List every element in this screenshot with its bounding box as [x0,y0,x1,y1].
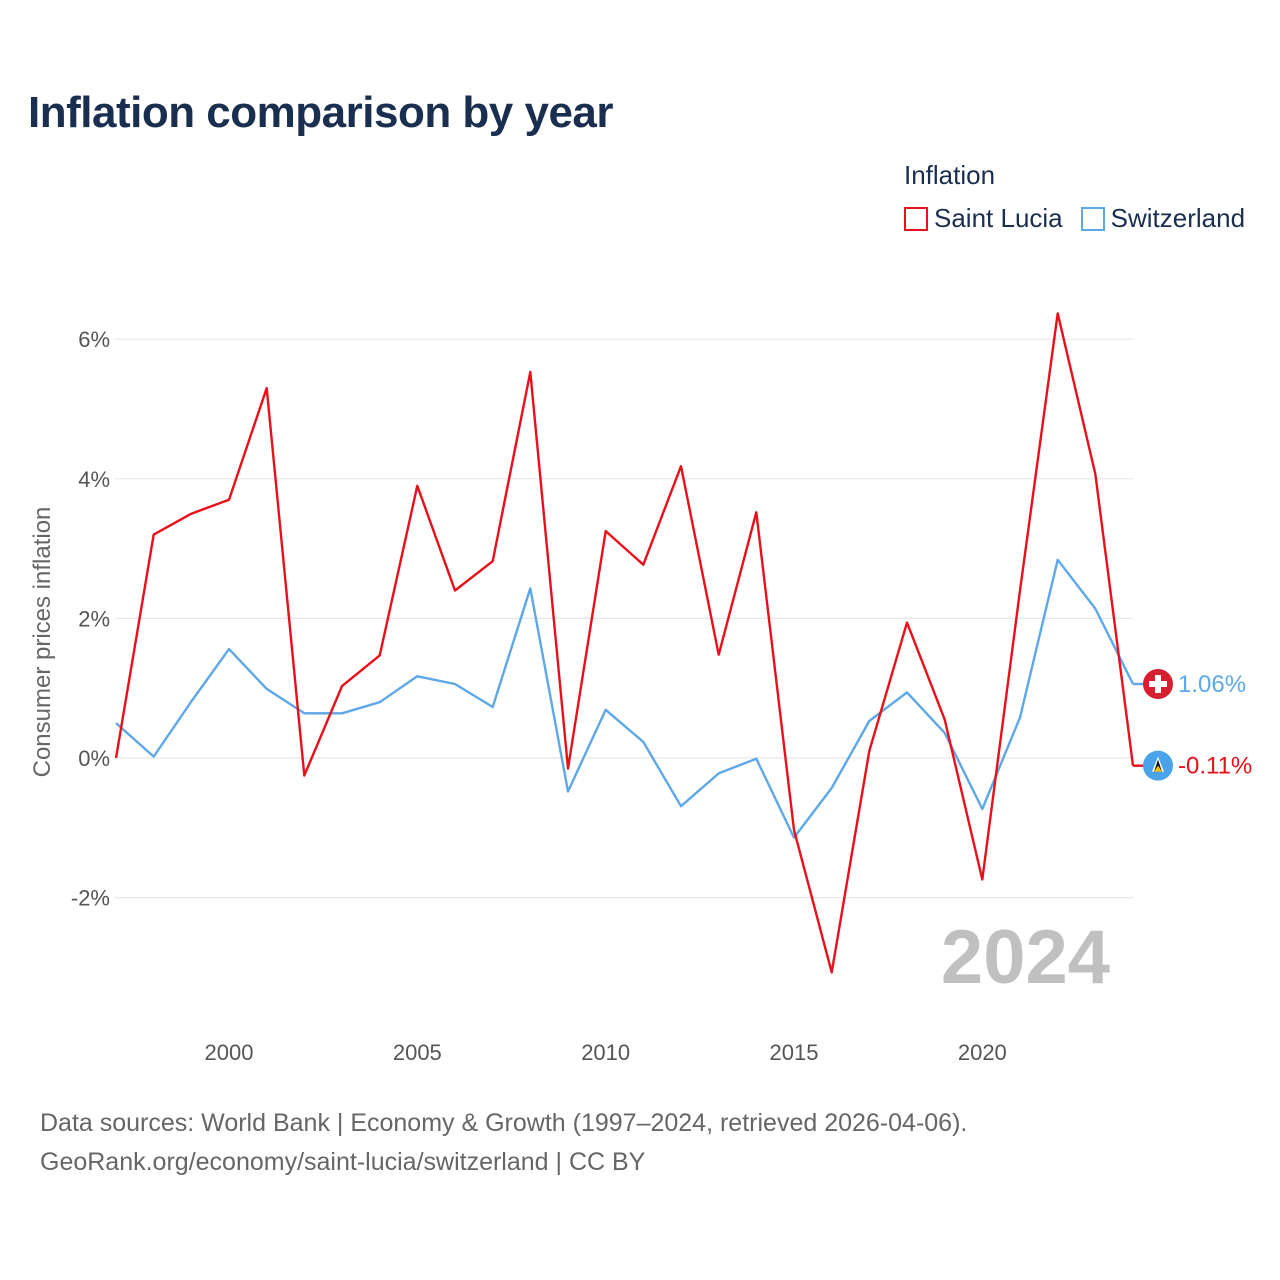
flag-triangle-gold [1154,765,1162,772]
end-value-label: 1.06% [1178,671,1246,698]
saint-lucia-flag-icon [1143,750,1173,781]
source-line: Data sources: World Bank | Economy & Gro… [40,1109,968,1137]
legend-swatch-saint-lucia [904,206,928,231]
legend-label-saint-lucia: Saint Lucia [934,203,1063,233]
gridlines [115,338,1133,899]
series-lines [114,312,1135,974]
series-line-switzerland [115,558,1135,839]
flag-cross-horizontal [1149,681,1167,688]
series-line-saint-lucia [114,312,1135,974]
y-axis-title: Consumer prices inflation [29,507,56,778]
source-footer: Data sources: World Bank | Economy & Gro… [40,1104,967,1182]
y-axis: -2% 0% 2% 4% 6% [71,327,110,910]
legend-label-switzerland: Switzerland [1110,203,1246,233]
y-tick-label: 6% [78,327,110,352]
chart-title: Inflation comparison by year [28,88,614,137]
x-tick-label: 2010 [581,1040,630,1065]
end-value-label: -0.11% [1178,753,1252,780]
legend-swatch-switzerland [1080,206,1105,231]
swiss-flag-icon [1143,669,1173,700]
x-tick-label: 2020 [958,1040,1007,1065]
end-labels: 1.06% -0.11% [1133,669,1252,781]
year-watermark: 2024 [941,915,1110,1000]
x-axis: 2000 2005 2010 2015 2020 [205,1040,1007,1065]
y-tick-label: 0% [78,746,110,771]
legend-title: Inflation [904,160,996,190]
y-tick-label: 4% [78,467,110,492]
legend-item-switzerland[interactable]: Switzerland [1080,203,1246,234]
x-tick-label: 2005 [393,1040,442,1065]
x-tick-label: 2015 [770,1040,819,1065]
source-link[interactable]: GeoRank.org/economy/saint-lucia/switzerl… [40,1148,646,1176]
y-tick-label: -2% [71,886,110,911]
legend: Inflation Saint Lucia Switzerland [904,160,1245,234]
legend-item-saint-lucia[interactable]: Saint Lucia [904,203,1063,234]
x-tick-label: 2000 [205,1040,254,1065]
y-tick-label: 2% [78,606,110,631]
